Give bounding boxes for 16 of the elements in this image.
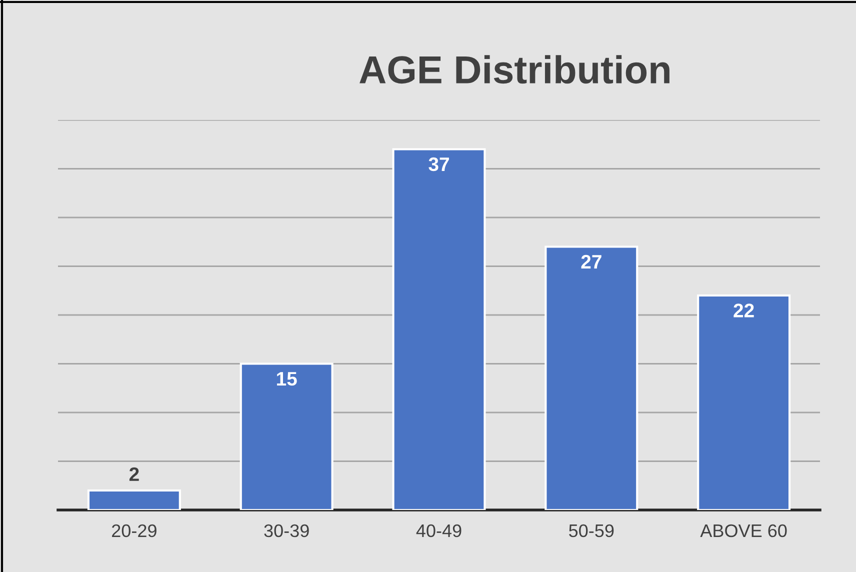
bar	[240, 362, 334, 510]
x-tick-label: 40-49	[416, 524, 462, 538]
bar	[87, 489, 181, 510]
data-label: 2	[129, 467, 139, 481]
bar	[544, 246, 638, 510]
data-label: 37	[428, 157, 449, 172]
x-tick-label: 30-39	[264, 524, 309, 538]
x-tick-label: ABOVE 60	[700, 524, 787, 538]
data-label: 27	[581, 254, 602, 268]
data-label: 15	[277, 372, 297, 386]
bar	[697, 294, 791, 510]
chart-title: AGE Distribution	[360, 55, 670, 84]
data-label: 22	[734, 304, 754, 318]
bar	[392, 148, 486, 510]
x-tick-label: 20-29	[112, 524, 156, 538]
x-tick-label: 50-59	[569, 524, 614, 538]
